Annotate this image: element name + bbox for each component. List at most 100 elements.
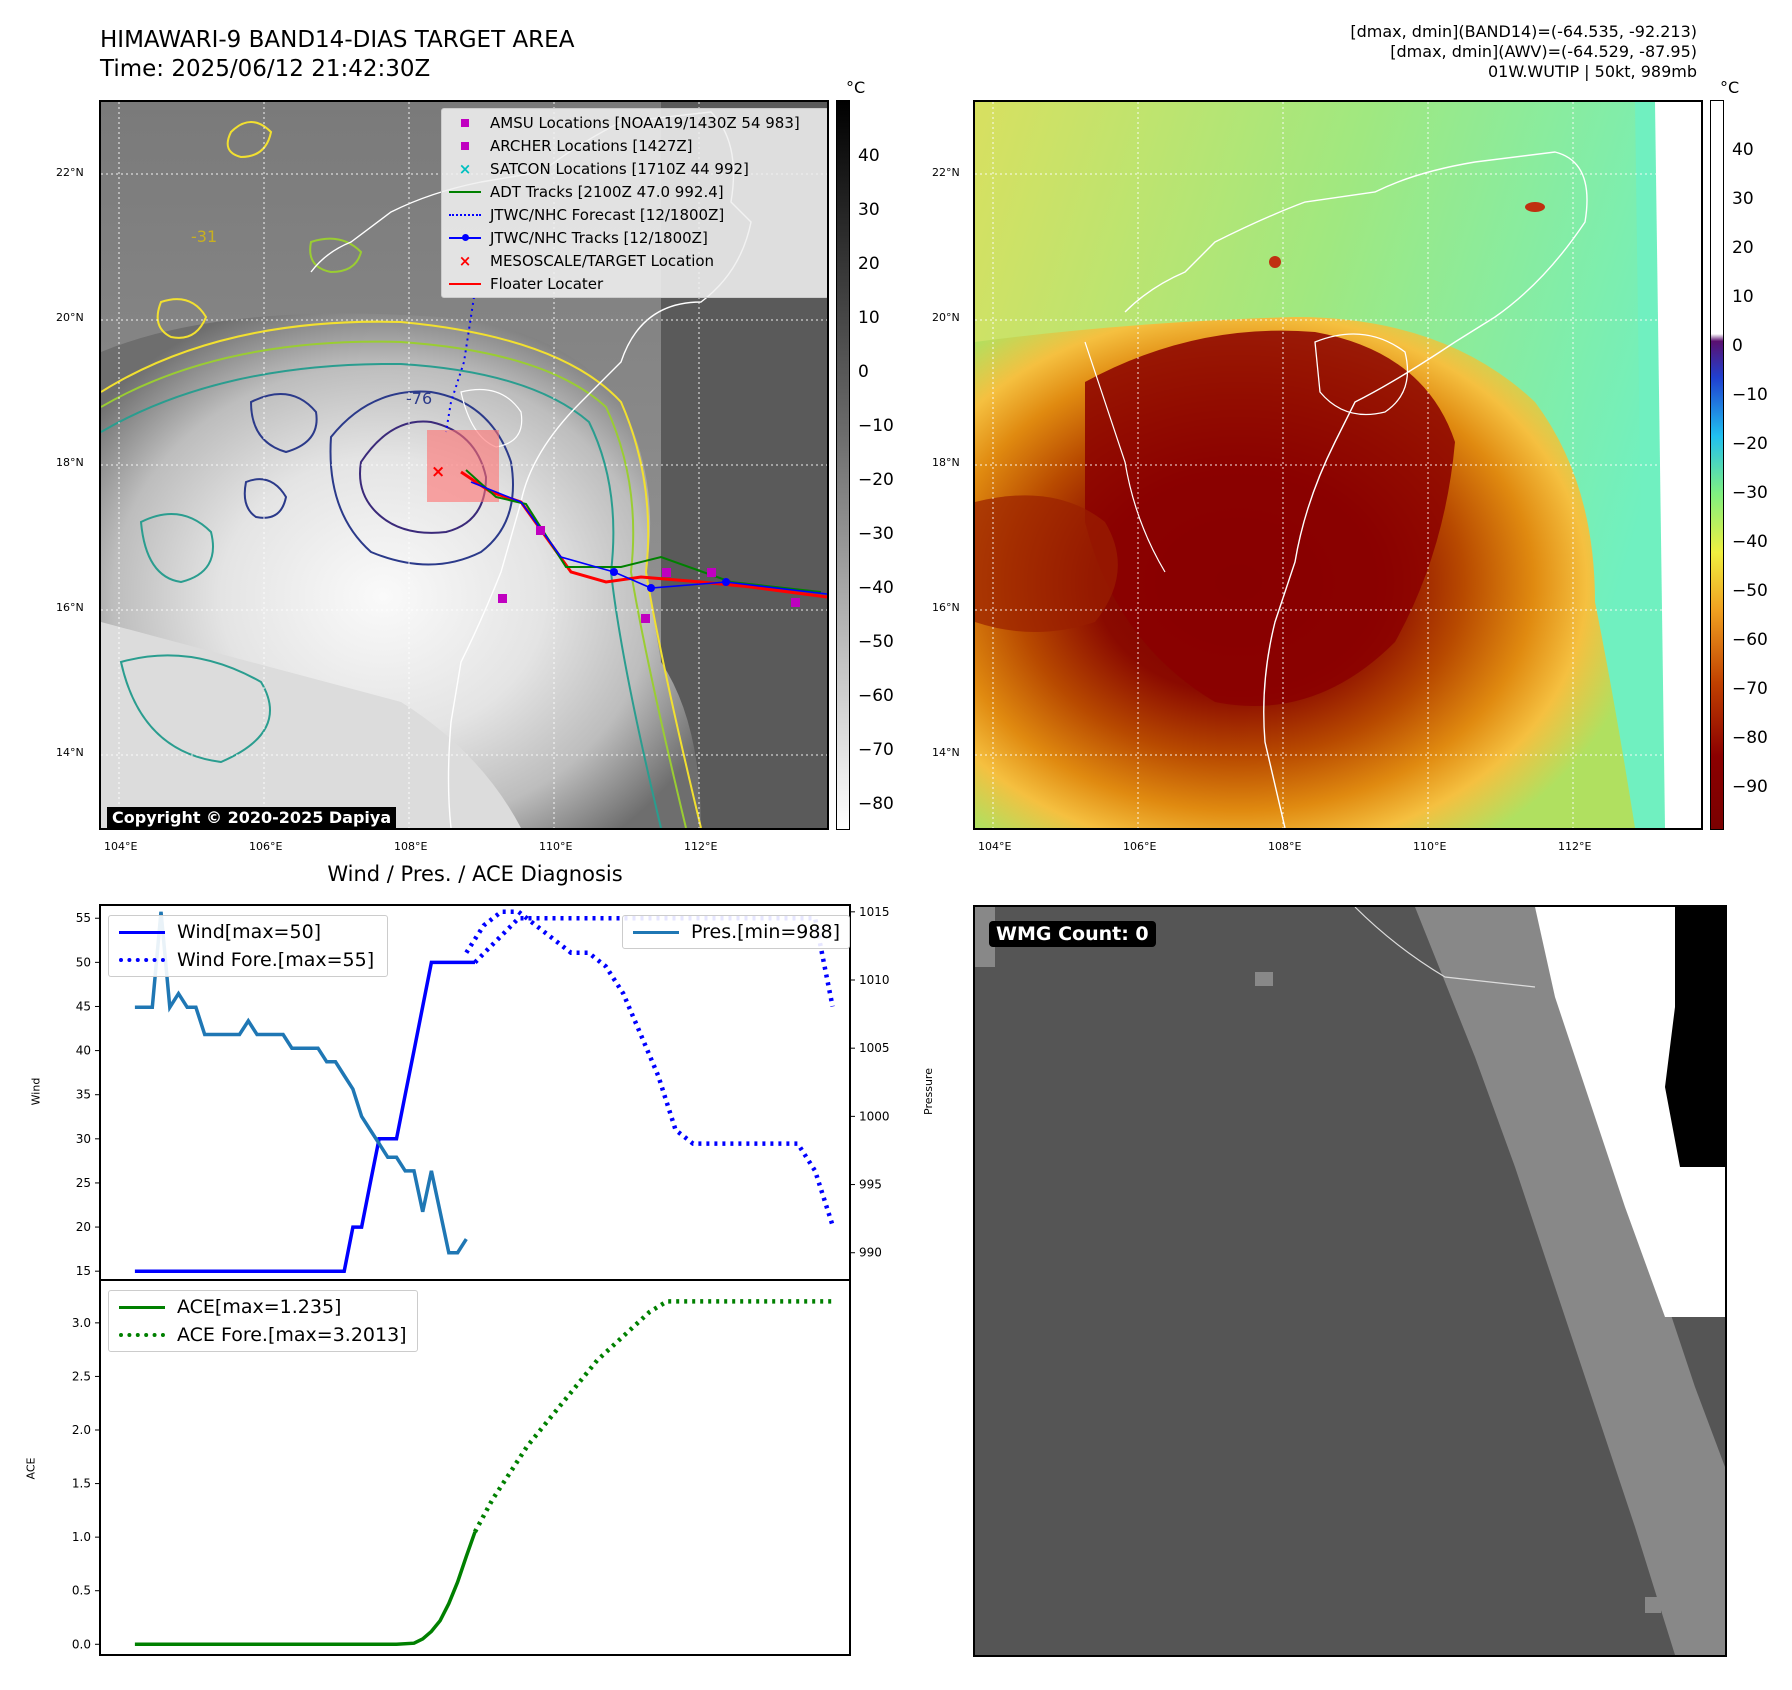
- wind-legend: Wind[max=50] Wind Fore.[max=55]: [108, 915, 388, 977]
- cb-left-tick: 10: [858, 308, 880, 328]
- cb-left-tick: 20: [858, 254, 880, 274]
- wind-axis-label: Wind: [29, 1077, 43, 1106]
- legend-ace: ACE[max=1.235]: [113, 1293, 413, 1321]
- awv-map: [975, 102, 1701, 828]
- wmg-count-badge: WMG Count: 0: [989, 921, 1156, 947]
- cb-right-tick: −80: [1732, 728, 1768, 748]
- meta-band14: [dmax, dmin](BAND14)=(-64.535, -92.213): [1350, 22, 1697, 41]
- wind-tick-label: 50: [76, 955, 91, 969]
- lat-tick: 16°N: [932, 601, 960, 614]
- meta-storm: 01W.WUTIP | 50kt, 989mb: [1487, 62, 1697, 81]
- floater-track: [460, 470, 827, 599]
- cb-left-tick: 40: [858, 146, 880, 166]
- legend-adt: ADT Tracks [2100Z 47.0 992.4]: [446, 180, 824, 203]
- cb-left-tick: −50: [858, 632, 894, 652]
- lon-tick: 104°E: [104, 840, 138, 853]
- legend-jtwc-forecast: JTWC/NHC Forecast [12/1800Z]: [446, 203, 824, 226]
- lat-tick: 16°N: [56, 601, 84, 614]
- ace-tick-label: 1.0: [72, 1530, 91, 1544]
- colorbar-right: [1710, 100, 1724, 830]
- contour-label-minus31: -31: [191, 227, 217, 246]
- ace-tick-label: 3.0: [72, 1316, 91, 1330]
- lat-tick: 20°N: [56, 311, 84, 324]
- cb-right-tick: −20: [1732, 434, 1768, 454]
- map-legend: AMSU Locations [NOAA19/1430Z 54 983] ARC…: [441, 108, 827, 298]
- copyright-label: Copyright © 2020-2025 Dapiya: [107, 807, 397, 828]
- wind-tick-label: 55: [76, 911, 91, 925]
- cb-left-tick: 0: [858, 362, 869, 382]
- ace-series-1: [473, 1299, 833, 1533]
- cb-left-tick: −30: [858, 524, 894, 544]
- pres-tick-label: 1015: [859, 905, 890, 919]
- cb-left-tick: −60: [858, 686, 894, 706]
- legend-wind-fore: Wind Fore.[max=55]: [113, 946, 383, 974]
- cb-right-tick: −30: [1732, 483, 1768, 503]
- meta-awv: [dmax, dmin](AWV)=(-64.529, -87.95): [1390, 42, 1697, 61]
- cb-right-tick: 0: [1732, 336, 1743, 356]
- lon-tick: 108°E: [394, 840, 428, 853]
- pres-tick-label: 995: [859, 1178, 882, 1192]
- pres-series-0: [134, 911, 468, 1255]
- ace-tick-label: 1.5: [72, 1477, 91, 1491]
- pres-tick-label: 1010: [859, 973, 890, 987]
- cb-left-tick: −20: [858, 470, 894, 490]
- ace-axis-label: ACE: [24, 1457, 38, 1480]
- pres-tick-label: 990: [859, 1246, 882, 1260]
- lat-tick: 22°N: [932, 166, 960, 179]
- wind-tick-label: 25: [76, 1176, 91, 1190]
- wind-series-0: [134, 960, 475, 1273]
- cb-left-tick: −40: [858, 578, 894, 598]
- lon-tick: 112°E: [684, 840, 718, 853]
- legend-amsu: AMSU Locations [NOAA19/1430Z 54 983]: [446, 111, 824, 134]
- cb-right-tick: −90: [1732, 777, 1768, 797]
- pressure-axis-label: Pressure: [921, 1068, 935, 1115]
- cb-right-tick: 10: [1732, 287, 1754, 307]
- lon-tick: 112°E: [1558, 840, 1592, 853]
- cb-left-tick: −70: [858, 740, 894, 760]
- legend-pres: Pres.[min=988]: [627, 918, 845, 946]
- wmg-panel: WMG Count: 0: [973, 905, 1727, 1657]
- awv-map-panel: [973, 100, 1703, 830]
- legend-ace-fore: ACE Fore.[max=3.2013]: [113, 1321, 413, 1349]
- colorbar-left: [836, 100, 850, 830]
- lat-tick: 18°N: [56, 456, 84, 469]
- legend-mesoscale: × MESOSCALE/TARGET Location: [458, 251, 715, 270]
- lat-tick: 14°N: [932, 746, 960, 759]
- pres-legend: Pres.[min=988]: [622, 915, 850, 949]
- ace-series-0: [134, 1531, 477, 1647]
- svg-text:×: ×: [431, 462, 445, 482]
- cb-right-tick: −40: [1732, 532, 1768, 552]
- cb-right-tick: −10: [1732, 385, 1768, 405]
- wind-tick-label: 45: [76, 999, 91, 1013]
- legend-wind: Wind[max=50]: [113, 918, 383, 946]
- ace-tick-label: 0.0: [72, 1637, 91, 1651]
- lat-tick: 20°N: [932, 311, 960, 324]
- cb-right-tick: −50: [1732, 581, 1768, 601]
- cb-right-tick: −60: [1732, 630, 1768, 650]
- wind-tick-label: 40: [76, 1044, 91, 1058]
- diag-title: Wind / Pres. / ACE Diagnosis: [327, 862, 623, 886]
- pres-tick-label: 1005: [859, 1041, 890, 1055]
- diag-chart: 55 50 45 40 35 30 25 20 15 1015 1010 1005 1000 995 990…: [72, 904, 890, 1656]
- lon-tick: 110°E: [1413, 840, 1447, 853]
- colorbar-left-unit: °C: [846, 78, 866, 97]
- figure-title: HIMAWARI-9 BAND14-DIAS TARGET AREA: [100, 27, 575, 53]
- cb-right-tick: −70: [1732, 679, 1768, 699]
- ace-tick-label: 0.5: [72, 1584, 91, 1598]
- cb-right-tick: 30: [1732, 189, 1754, 209]
- ace-legend: ACE[max=1.235] ACE Fore.[max=3.2013]: [108, 1290, 418, 1352]
- lon-tick: 110°E: [539, 840, 573, 853]
- legend-jtwc-tracks: JTWC/NHC Tracks [12/1800Z]: [446, 226, 824, 249]
- cb-left-tick: −80: [858, 794, 894, 814]
- colorbar-right-unit: °C: [1720, 78, 1740, 97]
- wind-tick-label: 30: [76, 1132, 91, 1146]
- ace-tick-label: 2.0: [72, 1423, 91, 1437]
- wind-tick-label: 15: [76, 1264, 91, 1278]
- cb-right-tick: 40: [1732, 140, 1754, 160]
- wind-tick-label: 35: [76, 1088, 91, 1102]
- lon-tick: 108°E: [1268, 840, 1302, 853]
- lat-tick: 18°N: [932, 456, 960, 469]
- contour-label-minus76: -76: [406, 389, 432, 408]
- lat-tick: 14°N: [56, 746, 84, 759]
- ace-tick-label: 2.5: [72, 1369, 91, 1383]
